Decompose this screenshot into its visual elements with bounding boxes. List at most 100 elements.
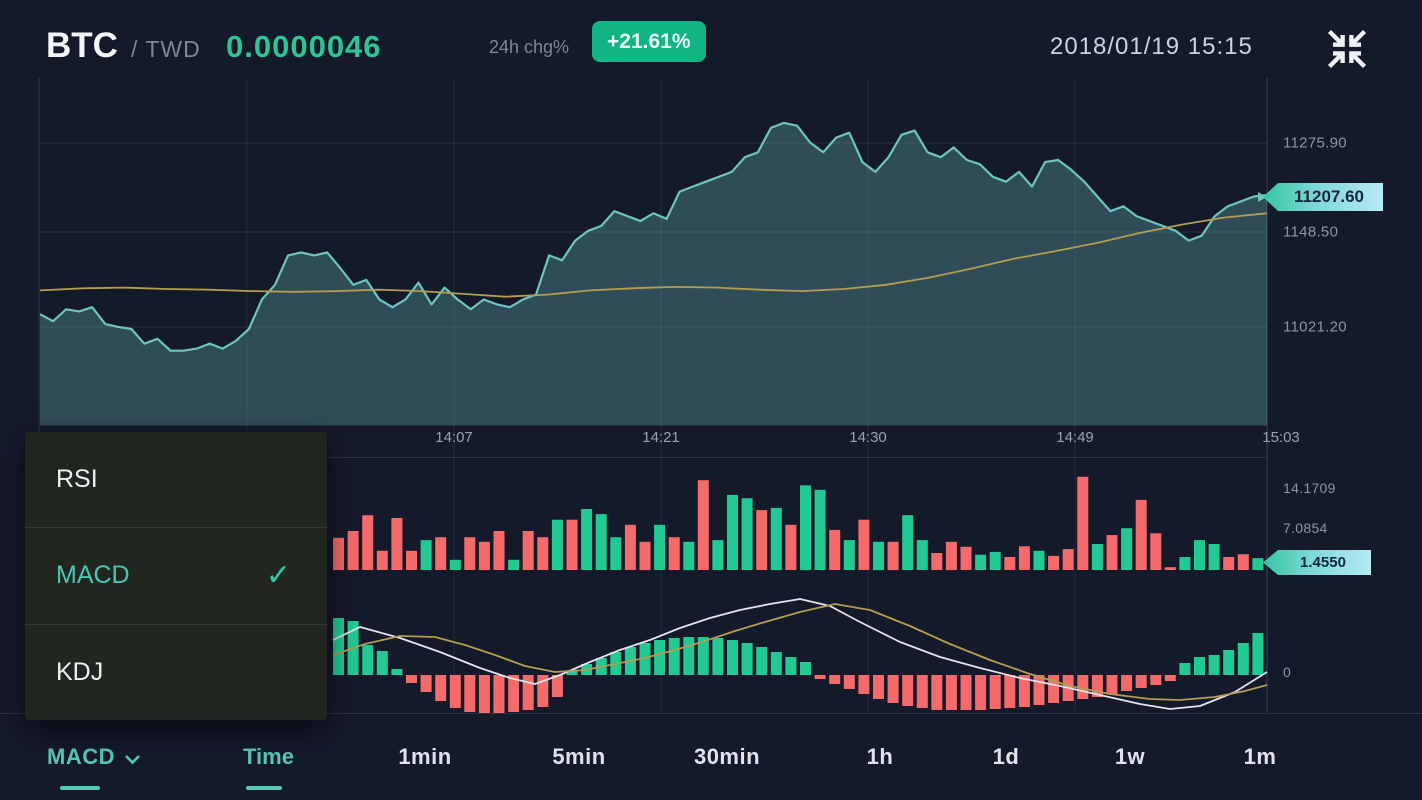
interval-5min[interactable]: 5min [552, 744, 606, 769]
macd-volume-bar [843, 540, 855, 570]
macd-volume-bar [1062, 549, 1074, 570]
price-area-fill [40, 122, 1267, 426]
collapse-fullscreen-button[interactable] [1324, 28, 1370, 70]
macd-histogram-bar [566, 670, 578, 675]
interval-1m[interactable]: 1m [1243, 744, 1277, 769]
macd-histogram-bar [537, 675, 549, 707]
macd-histogram-bar [1223, 650, 1235, 675]
macd-volume-bar [610, 537, 622, 570]
interval-1min[interactable]: 1min [398, 744, 452, 769]
indicator-dropdown-menu: RSI ✓ MACD ✓ KDJ ✓ [25, 432, 327, 720]
macd-histogram-bar [668, 638, 680, 675]
macd-volume-bar [1077, 476, 1089, 570]
x-axis-tick: 14:49 [1056, 429, 1094, 446]
macd-histogram-bar [1208, 655, 1220, 675]
macd-volume-bar [1121, 528, 1133, 570]
macd-volume-bar [464, 537, 476, 570]
macd-volume-bar [435, 537, 447, 570]
macd-volume-bar [1194, 540, 1205, 570]
macd-volume-bar [873, 541, 884, 571]
macd-volume-bar [1018, 546, 1030, 570]
macd-volume-bar [566, 519, 578, 570]
macd-volume-bar [537, 537, 549, 570]
time-active-underline [246, 786, 282, 790]
macd-volume-bar [1252, 558, 1264, 570]
macd-volume-bar [624, 524, 636, 570]
macd-volume-bar [683, 541, 695, 571]
macd-histogram-bar [1121, 675, 1133, 691]
macd-volume-bar [931, 553, 943, 570]
macd-histogram-bar [522, 675, 534, 710]
macd-volume-bar [1004, 557, 1016, 570]
interval-1w[interactable]: 1w [1114, 744, 1146, 769]
macd-histogram-bar [391, 669, 403, 675]
macd-volume-bar [989, 551, 1001, 570]
macd-volume-bar [508, 559, 520, 570]
collapse-arrows-icon [1327, 29, 1367, 69]
price-line [39, 121, 1268, 352]
interval-1h[interactable]: 1h [866, 744, 894, 769]
dropdown-item-rsi[interactable]: RSI ✓ [25, 432, 327, 527]
macd-volume-bar [551, 519, 563, 570]
change-24h-badge: +21.61% [592, 21, 706, 62]
macd-volume-bar [741, 498, 753, 570]
macd-volume-bar [333, 537, 344, 570]
macd-histogram-bar [1091, 675, 1103, 697]
dea-line [332, 603, 1268, 701]
macd-volume-bar [1164, 567, 1176, 570]
macd-histogram-bar [435, 675, 447, 701]
macd-histogram-bar [858, 675, 870, 694]
ma-line [39, 212, 1268, 298]
macd-histogram-bar [945, 675, 957, 710]
dropdown-item-label: MACD [56, 561, 130, 590]
macd-volume-bar [829, 529, 841, 570]
macd-histogram-bar [376, 651, 388, 675]
change-24h-label: 24h chg% [489, 37, 570, 57]
macd-volume-bar [639, 541, 651, 571]
macd-volume-bar [770, 507, 782, 571]
macd-histogram-bar [654, 640, 666, 675]
interval-30min[interactable]: 30min [693, 744, 761, 769]
macd-histogram-bar [464, 675, 476, 712]
macd-volume-bar [391, 518, 403, 570]
last-price-arrow [1258, 192, 1267, 202]
macd-volume-bar [1135, 499, 1147, 570]
bottom-toolbar: MACD Time 1min 5min 30min 1h 1d 1w 1m [0, 713, 1422, 800]
macd-histogram-bar [1106, 675, 1118, 694]
macd-histogram-bar [1194, 657, 1205, 675]
macd-volume-bar [756, 510, 768, 570]
macd-volume-bar [1091, 544, 1103, 570]
tab-time[interactable]: Time [243, 744, 294, 769]
macd-histogram-bar [1135, 675, 1147, 688]
macd-histogram-bar [406, 675, 417, 683]
macd-histogram-bar [887, 675, 899, 703]
macd-volume-bar [800, 485, 811, 571]
macd-histogram-bar [785, 657, 797, 675]
x-axis-tick: 14:30 [849, 429, 887, 446]
dropdown-item-macd[interactable]: MACD ✓ [25, 527, 327, 623]
price-axis-tick: 11275.90 [1283, 134, 1347, 152]
macd-histogram-bar [960, 675, 972, 710]
macd-histogram-bar [770, 652, 782, 675]
current-price: 0.0000046 [226, 29, 382, 64]
indicator-toggle-button[interactable]: MACD [47, 744, 141, 770]
macd-histogram-bar [1164, 675, 1176, 681]
macd-histogram-bar [1252, 633, 1264, 675]
macd-histogram-bar [829, 675, 841, 684]
macd-volume-bar [478, 541, 490, 571]
interval-1d[interactable]: 1d [992, 744, 1020, 769]
macd-histogram-bar [916, 675, 928, 708]
macd-last-value-tag: 1.4550 [1263, 550, 1371, 575]
dropdown-item-kdj[interactable]: KDJ ✓ [25, 623, 327, 720]
indicator-active-underline [60, 786, 100, 790]
macd-volume-bar [960, 546, 972, 570]
macd-volume-bar [1223, 557, 1235, 570]
macd-volume-bar [1033, 550, 1045, 570]
macd-volume-bar [975, 554, 987, 570]
macd-histogram-bar [975, 675, 987, 710]
chevron-down-icon [125, 754, 140, 764]
macd-histogram-bar [814, 675, 826, 679]
macd-axis-tick: 7.0854 [1283, 520, 1328, 536]
macd-volume-bar [785, 524, 797, 570]
